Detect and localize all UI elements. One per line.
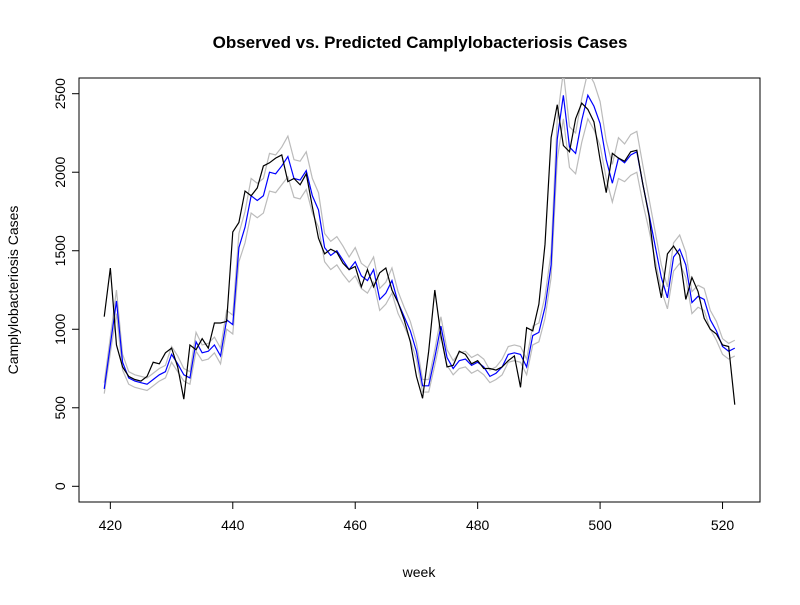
x-tick-label: 500 <box>588 517 612 533</box>
series-line <box>103 102 736 405</box>
y-tick-label: 2000 <box>52 156 68 187</box>
x-tick-label: 440 <box>221 517 245 533</box>
y-tick-label: 2500 <box>52 78 68 109</box>
series-line <box>103 78 736 383</box>
y-tick-label: 500 <box>52 396 68 420</box>
y-axis-label: Camplylobacteriosis Cases <box>5 206 21 375</box>
x-tick-label: 460 <box>344 517 368 533</box>
y-tick-label: 1500 <box>52 235 68 266</box>
lines <box>103 78 736 405</box>
x-tick-label: 520 <box>711 517 735 533</box>
y-tick-label: 0 <box>52 482 68 490</box>
plot-box <box>78 77 761 503</box>
series-line <box>103 93 736 390</box>
chart-title: Observed vs. Predicted Camplylobacterios… <box>213 33 628 52</box>
series-line <box>103 117 736 394</box>
x-tick-label: 420 <box>99 517 123 533</box>
y-tick-label: 1000 <box>52 313 68 344</box>
x-axis-label: week <box>402 564 437 580</box>
x-tick-label: 480 <box>466 517 490 533</box>
